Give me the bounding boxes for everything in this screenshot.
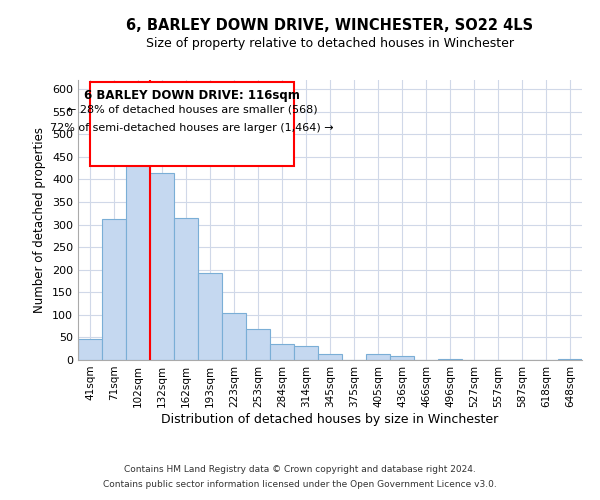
Bar bbox=[294, 346, 318, 360]
Bar bbox=[318, 354, 342, 360]
Y-axis label: Number of detached properties: Number of detached properties bbox=[34, 127, 46, 313]
Bar bbox=[390, 356, 414, 360]
Text: 72% of semi-detached houses are larger (1,464) →: 72% of semi-detached houses are larger (… bbox=[50, 123, 334, 133]
Bar bbox=[270, 344, 294, 360]
Bar bbox=[102, 219, 126, 360]
Bar bbox=[126, 143, 150, 360]
Text: ← 28% of detached houses are smaller (568): ← 28% of detached houses are smaller (56… bbox=[67, 105, 317, 115]
Text: 6 BARLEY DOWN DRIVE: 116sqm: 6 BARLEY DOWN DRIVE: 116sqm bbox=[84, 89, 300, 102]
Text: Size of property relative to detached houses in Winchester: Size of property relative to detached ho… bbox=[146, 38, 514, 51]
Bar bbox=[438, 359, 462, 360]
Bar bbox=[78, 339, 102, 360]
FancyBboxPatch shape bbox=[90, 82, 294, 166]
Bar bbox=[558, 359, 582, 360]
Text: Distribution of detached houses by size in Winchester: Distribution of detached houses by size … bbox=[161, 412, 499, 426]
Text: Contains public sector information licensed under the Open Government Licence v3: Contains public sector information licen… bbox=[103, 480, 497, 489]
Text: 6, BARLEY DOWN DRIVE, WINCHESTER, SO22 4LS: 6, BARLEY DOWN DRIVE, WINCHESTER, SO22 4… bbox=[127, 18, 533, 32]
Bar bbox=[222, 312, 246, 360]
Bar bbox=[174, 218, 198, 360]
Bar bbox=[150, 172, 174, 360]
Bar bbox=[246, 330, 270, 360]
Text: Contains HM Land Registry data © Crown copyright and database right 2024.: Contains HM Land Registry data © Crown c… bbox=[124, 465, 476, 474]
Bar bbox=[198, 274, 222, 360]
Bar bbox=[366, 354, 390, 360]
